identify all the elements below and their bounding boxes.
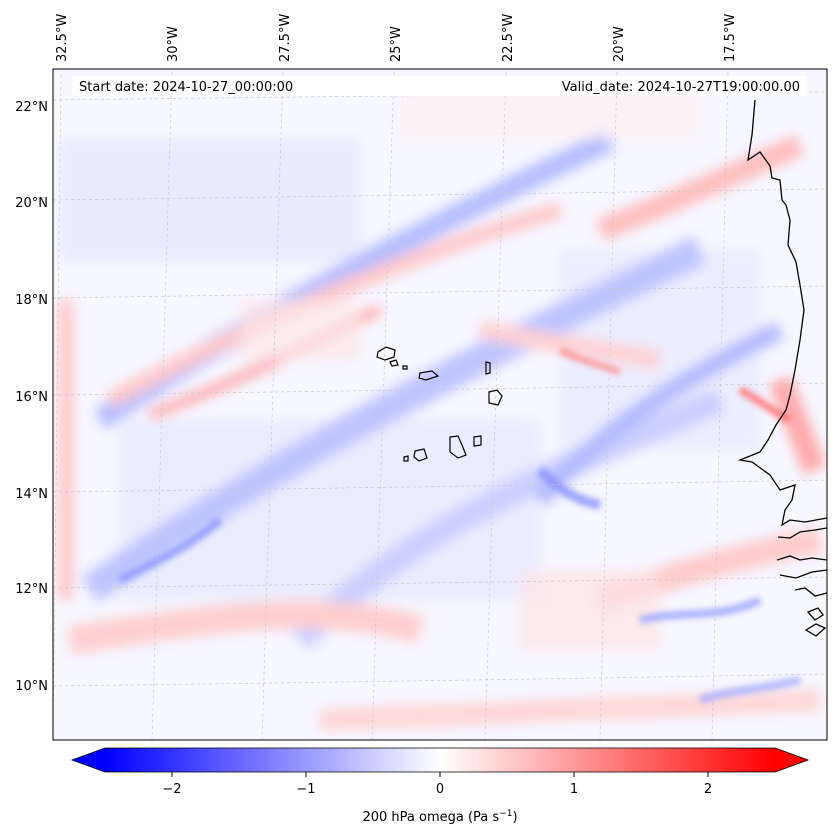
lat-label: 22°N xyxy=(15,100,48,115)
colorbar-title-tail: ) xyxy=(512,810,517,825)
lon-label: 20°W xyxy=(612,26,627,62)
colorbar-gradient xyxy=(105,748,775,772)
valid-date-label: Valid_date: 2024-10-27T19:00:00.00 xyxy=(562,80,800,95)
lat-label: 20°N xyxy=(15,196,48,211)
lon-labels: 32.5°W 30°W 27.5°W 25°W 22.5°W 20°W 17.5… xyxy=(55,14,738,62)
colorbar-title: 200 hPa omega (Pa s−1) xyxy=(362,809,517,825)
colorbar-outline xyxy=(70,747,810,773)
lon-label: 32.5°W xyxy=(55,14,70,62)
colorbar-tick-label: −2 xyxy=(162,782,181,797)
map-frame xyxy=(52,68,828,741)
cape-verde-islands xyxy=(376,346,503,462)
colorbar-tick-label: 0 xyxy=(436,782,444,797)
graticule xyxy=(53,71,827,740)
colorbar-title-main: 200 hPa omega (Pa s xyxy=(362,810,499,825)
lat-label: 18°N xyxy=(15,293,48,308)
lon-label: 22.5°W xyxy=(501,14,516,62)
lat-labels: 22°N 20°N 18°N 16°N 14°N 12°N 10°N xyxy=(15,100,48,694)
colorbar-max-extend xyxy=(775,748,808,772)
lat-label: 10°N xyxy=(15,679,48,694)
lon-label: 30°W xyxy=(166,26,181,62)
omega-field xyxy=(53,69,827,740)
colorbar-tick-label: 2 xyxy=(704,782,712,797)
lat-label: 14°N xyxy=(15,487,48,502)
lon-label: 17.5°W xyxy=(723,14,738,62)
colorbar-tick-label: −1 xyxy=(296,782,315,797)
africa-coastline xyxy=(737,99,827,637)
colorbar-tick-label: 1 xyxy=(570,782,578,797)
lon-label: 25°W xyxy=(389,26,404,62)
start-date-label: Start date: 2024-10-27_00:00:00 xyxy=(79,80,293,95)
lon-label: 27.5°W xyxy=(278,14,293,62)
colorbar-title-sup: −1 xyxy=(499,809,512,819)
lat-label: 12°N xyxy=(15,582,48,597)
lat-label: 16°N xyxy=(15,390,48,405)
header-background xyxy=(72,76,807,96)
colorbar: −2 −1 0 1 2 200 hPa omega (Pa s−1) xyxy=(70,747,810,825)
colorbar-min-extend xyxy=(72,748,105,772)
colorbar-ticks xyxy=(171,772,709,777)
